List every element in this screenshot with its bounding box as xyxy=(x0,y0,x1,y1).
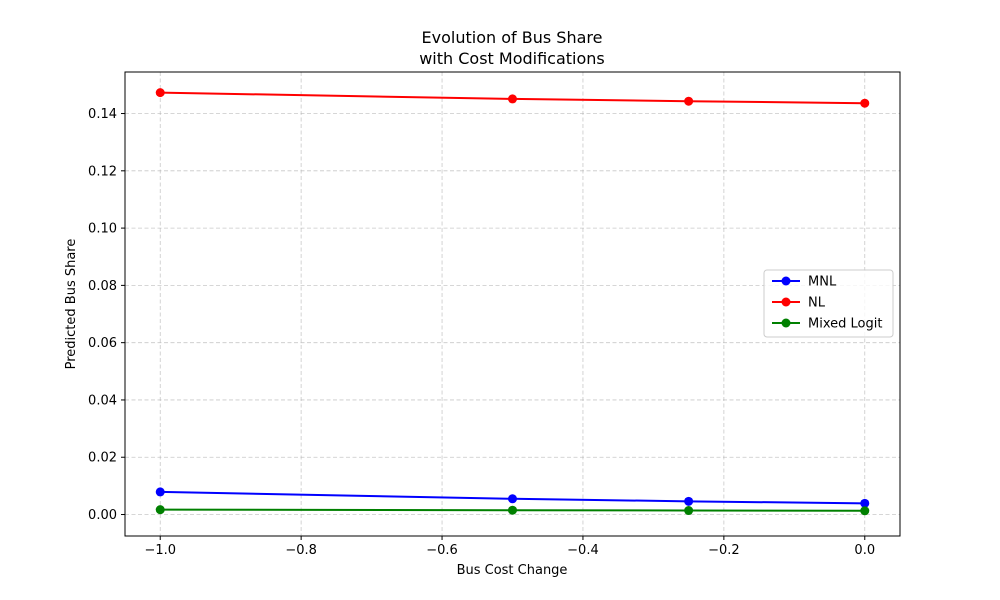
y-tick-label: 0.14 xyxy=(88,107,117,122)
x-tick-label: −1.0 xyxy=(144,543,176,558)
y-axis-label: Predicted Bus Share xyxy=(64,239,79,370)
legend-entries: MNL NL Mixed Logit xyxy=(772,275,882,332)
legend-marker xyxy=(781,297,791,307)
x-tick-label: −0.2 xyxy=(708,543,740,558)
x-axis-label: Bus Cost Change xyxy=(457,563,568,578)
y-tick-label: 0.04 xyxy=(88,393,117,408)
data-point-nl xyxy=(508,94,517,104)
series-line-mnl xyxy=(159,490,866,505)
data-point-mixed-logit xyxy=(155,505,165,515)
x-tick-label: −0.6 xyxy=(426,543,458,558)
chart-title-line-2: with Cost Modifications xyxy=(419,49,605,68)
data-point-mnl xyxy=(508,494,517,504)
y-tick-label: 0.02 xyxy=(88,451,117,466)
legend-box xyxy=(763,269,894,338)
legend-entry-mixed-logit: Mixed Logit xyxy=(772,317,882,332)
data-point-mnl xyxy=(155,487,165,497)
legend-label: MNL xyxy=(808,275,837,290)
y-axis-ticks: 0.00 0.02 0.04 0.06 0.08 0.10 0.12 0.14 xyxy=(88,107,125,523)
data-point-mixed-logit xyxy=(508,505,517,515)
y-tick-label: 0.00 xyxy=(88,508,117,523)
series-line-nl xyxy=(159,91,866,105)
x-axis-ticks: −1.0 −0.8 −0.6 −0.4 −0.2 0.0 xyxy=(144,536,875,558)
data-point-nl xyxy=(860,98,870,108)
data-point-nl xyxy=(684,96,694,106)
legend: MNL NL Mixed Logit xyxy=(763,269,894,338)
y-tick-label: 0.12 xyxy=(88,164,117,179)
legend-entry-nl: NL xyxy=(772,296,826,311)
legend-label: Mixed Logit xyxy=(808,317,882,332)
series-mnl xyxy=(155,487,870,508)
series-line-mixed-logit xyxy=(159,508,866,512)
x-tick-label: −0.8 xyxy=(285,543,317,558)
data-point-mixed-logit xyxy=(684,506,694,516)
x-tick-label: 0.0 xyxy=(854,543,875,558)
series-nl xyxy=(155,88,870,108)
y-tick-label: 0.08 xyxy=(88,279,117,294)
data-point-nl xyxy=(155,88,165,98)
legend-marker xyxy=(781,276,791,286)
data-point-mnl xyxy=(684,496,694,506)
series-mixed-logit xyxy=(155,505,870,516)
y-tick-label: 0.06 xyxy=(88,336,117,351)
x-tick-label: −0.4 xyxy=(567,543,599,558)
data-point-mnl xyxy=(860,498,870,508)
legend-label: NL xyxy=(808,296,826,311)
y-tick-label: 0.10 xyxy=(88,222,117,237)
legend-marker xyxy=(781,318,791,328)
legend-entry-mnl: MNL xyxy=(772,275,837,290)
chart-title-line-1: Evolution of Bus Share xyxy=(422,28,603,47)
series-layer xyxy=(155,88,870,516)
plot-frame xyxy=(124,71,901,537)
data-point-mixed-logit xyxy=(860,506,870,516)
